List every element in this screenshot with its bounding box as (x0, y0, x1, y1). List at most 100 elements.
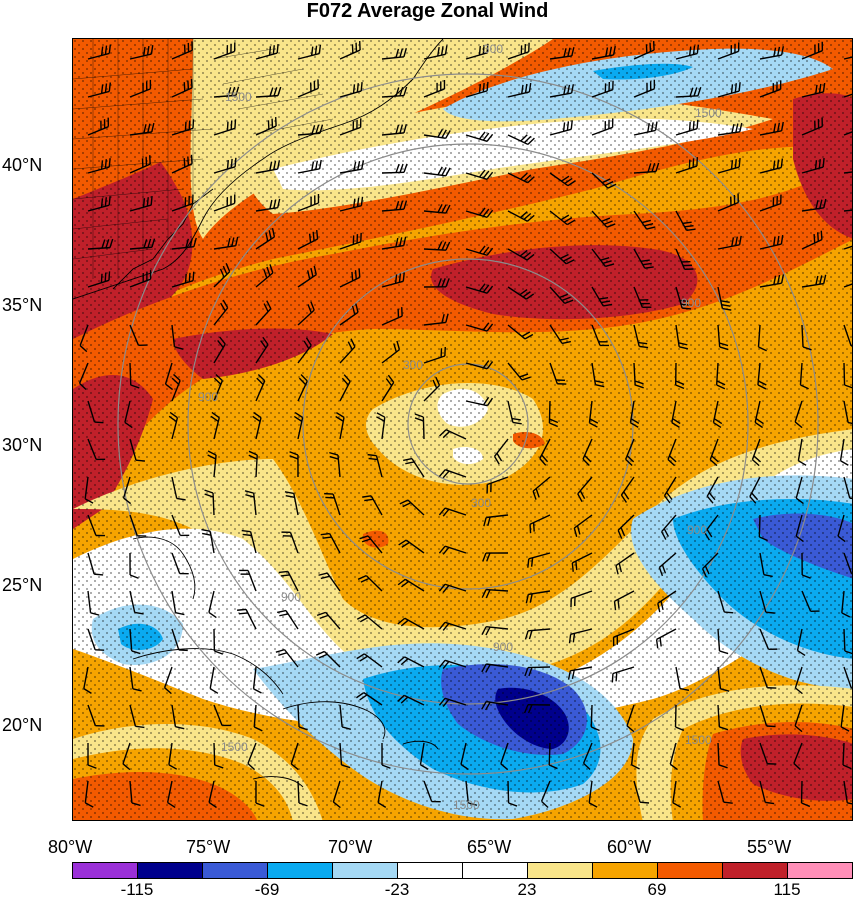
wind-barb (438, 659, 467, 669)
wind-barb (796, 628, 806, 657)
wind-barb (339, 160, 365, 174)
wind-barb (465, 43, 489, 60)
wind-barb (717, 82, 741, 98)
wind-barb (549, 248, 575, 265)
wind-barb (83, 666, 92, 694)
wind-barb (293, 411, 304, 440)
wind-barb (759, 158, 784, 174)
ring-label-300: 300 (471, 496, 491, 510)
wind-barb (248, 450, 258, 478)
wind-barb (244, 490, 257, 516)
map-title: F072 Average Zonal Wind (306, 0, 549, 22)
wind-barb (129, 552, 139, 579)
wind-barb (465, 360, 494, 370)
wind-barb (465, 81, 489, 98)
wind-barb (381, 374, 395, 402)
wind-barb (570, 590, 593, 608)
wind-barb (163, 666, 173, 695)
wind-barb (423, 204, 451, 214)
wind-barb (757, 324, 767, 352)
wind-barb (423, 79, 446, 98)
wind-barb (87, 438, 106, 461)
wind-barb (801, 230, 823, 250)
wind-barb (171, 194, 194, 212)
wind-barb (339, 41, 361, 60)
wind-barb (87, 628, 105, 651)
wind-barb (315, 650, 341, 668)
lat-label-25: 25°N (2, 575, 43, 595)
wind-barb (617, 514, 635, 539)
wind-barb (164, 362, 174, 391)
wind-barb (507, 248, 535, 261)
wind-barb (801, 590, 820, 612)
wind-barb (633, 121, 658, 136)
wind-barb (87, 117, 110, 136)
wind-barb (247, 742, 257, 771)
wind-barb (549, 172, 576, 187)
ring-label-300-north: 300 (403, 358, 423, 372)
wind-barb (129, 780, 141, 807)
colorbar-label-115: 115 (773, 880, 801, 899)
wind-barb (438, 621, 467, 631)
wind-barb (717, 42, 740, 60)
wind-barb (754, 400, 764, 429)
wind-barb (843, 666, 852, 689)
wind-barb (657, 590, 677, 613)
wind-barb (255, 336, 269, 364)
wind-barb (842, 742, 852, 770)
jamaica-outline (252, 776, 304, 788)
wind-barb (381, 86, 408, 98)
wind-barb (759, 46, 785, 60)
wind-barb (213, 628, 224, 655)
wind-barb (289, 451, 299, 478)
wind-barb (615, 552, 635, 575)
wind-barb (252, 666, 262, 694)
wind-barb (591, 172, 617, 189)
wind-barb (355, 692, 383, 706)
wind-barb (255, 300, 272, 326)
wind-barb (168, 742, 178, 770)
wind-barb (423, 313, 449, 326)
wind-barb (129, 45, 154, 60)
wind-barb (672, 780, 682, 808)
wind-barb (255, 86, 282, 98)
wind-barb (397, 617, 425, 630)
wind-barb (759, 235, 784, 250)
colorbar-swatch (268, 863, 333, 878)
ring-label-1500-northwest: 1500 (225, 90, 252, 104)
wind-barb (759, 666, 777, 689)
wind-barb (548, 742, 558, 770)
wind-field-plot: 300 300 300 900 900 900 1500 1500 1500 1… (73, 39, 852, 820)
ring-label-900-east: 900 (681, 296, 701, 310)
wind-barb (751, 438, 762, 467)
wind-barb (717, 158, 741, 174)
wind-barb (759, 194, 782, 212)
wind-barb (381, 272, 405, 288)
wind-barb (87, 196, 111, 212)
wind-barb (568, 628, 593, 644)
wind-barb (465, 207, 494, 218)
wind-barb (500, 742, 509, 771)
wind-barb (423, 346, 446, 364)
wind-barb (284, 491, 299, 516)
wind-map: 300 300 300 900 900 900 1500 1500 1500 1… (72, 38, 853, 821)
colorbar-label-neg115: -115 (120, 880, 154, 899)
wind-barb (171, 237, 197, 250)
wind-barb (507, 400, 522, 425)
wind-barb (278, 570, 299, 592)
wind-barb (129, 122, 155, 136)
wind-barb (122, 476, 132, 505)
ring-label-1500-southeast: 1500 (685, 733, 712, 747)
wind-barb (759, 80, 782, 98)
wind-barb (171, 514, 190, 537)
wind-barb (129, 79, 152, 98)
colorbar-swatch (788, 863, 852, 878)
wind-barb (339, 232, 362, 250)
wind-barb (213, 742, 224, 769)
wind-barb (255, 44, 279, 60)
wind-barb (397, 656, 425, 668)
wind-barb (398, 539, 425, 554)
colorbar-label-69: 69 (647, 880, 667, 899)
wind-barb (381, 742, 391, 769)
wind-barb (381, 236, 407, 250)
